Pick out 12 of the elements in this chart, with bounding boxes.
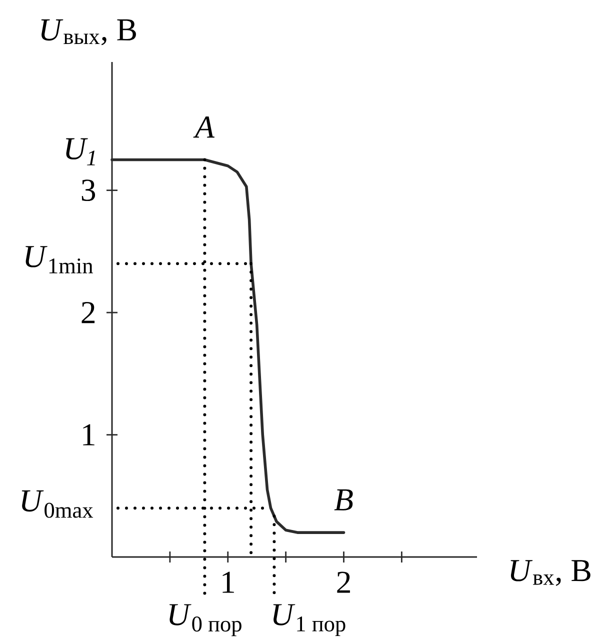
y-axis-title: U$_{вых}$, В	[41, 19, 136, 46]
ref-line-label: U$_{1min}$	[26, 246, 93, 274]
ref-line-label: U$_{0 пор}$	[169, 604, 242, 636]
ref-line-label: U$_{1 пор}$	[273, 604, 346, 636]
annotation: U$_{1}$	[66, 138, 95, 166]
annotation: A	[193, 116, 215, 138]
x-axis-title: U$_{вх}$, В	[510, 560, 590, 586]
y-tick-label: 2	[82, 302, 95, 324]
ref-line-label: U$_{0max}$	[22, 490, 94, 518]
y-tick-label: 3	[82, 180, 96, 202]
annotation: B	[334, 489, 353, 510]
y-tick-label: 1	[83, 424, 94, 446]
